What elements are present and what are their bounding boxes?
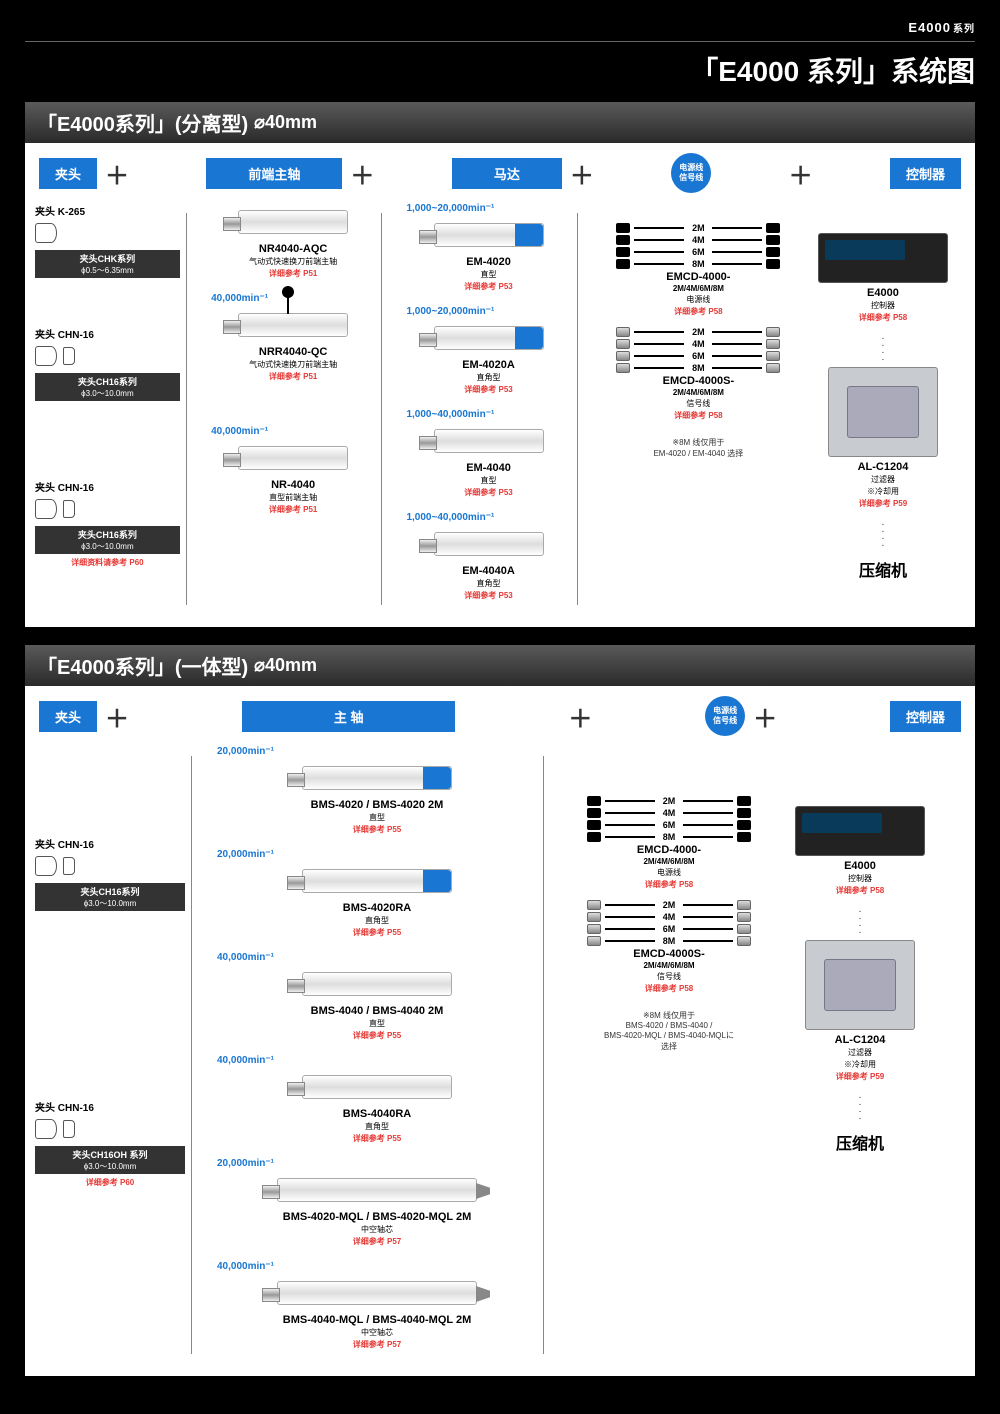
dots-icon: ···· (801, 335, 965, 363)
flow-controller: 控制器 (890, 158, 961, 189)
spindle-item: 20,000min⁻¹ BMS-4020-MQL / BMS-4020-MQL … (217, 1158, 537, 1247)
cable-item: 4M (569, 808, 769, 818)
cable-item: 8M (569, 936, 769, 946)
flow-cable: 电源线 信号线 (705, 696, 745, 736)
cable-item: 4M (602, 339, 795, 349)
chuck-icon (35, 856, 57, 876)
spindle-item: 40,000min⁻¹ BMS-4040-MQL / BMS-4040-MQL … (217, 1261, 537, 1350)
dots-icon: ···· (775, 908, 945, 936)
controller-item: E4000 控制器 详细参考 P58 (801, 233, 965, 323)
section-integrated-type: 「E4000系列」(一体型)⌀40mm 夹头 ＋ 主 轴 ＋ 电源线 信号线 ＋… (25, 645, 975, 1376)
cable-item: 6M (602, 351, 795, 361)
chuck-item: 夹头 CHN-16 夹头CH16系列ϕ3.0～10.0mm 详细资料请参考 P6… (35, 479, 180, 568)
controller-icon (818, 233, 948, 283)
flow-motor: 马达 (452, 158, 562, 189)
motor-item: 1,000~20,000min⁻¹ EM-4020 直型 详细参考 P53 (406, 203, 570, 292)
flow-spindle: 前端主轴 (206, 158, 342, 189)
spindle-item: 40,000min⁻¹ NR-4040 直型前端主轴 详细参考 P51 (211, 426, 375, 515)
filter-icon (828, 367, 938, 457)
controller-column: E4000 控制器 详细参考 P58 ···· AL-C1204 过滤器 ※冷却… (801, 203, 965, 615)
section1-header: 「E4000系列」(分离型)⌀40mm (25, 102, 975, 143)
controller-column: E4000 控制器 详细参考 P58 ···· AL-C1204 过滤器 ※冷却… (775, 746, 945, 1364)
brand-label: E4000系列 (25, 20, 975, 35)
cable-item: 8M (602, 363, 795, 373)
spindle-item: 20,000min⁻¹ BMS-4020 / BMS-4020 2M 直型 详细… (217, 746, 537, 835)
cable-item: 8M (569, 832, 769, 842)
section1-flow: 夹头 ＋ 前端主轴 ＋ 马达 ＋ 电源线 信号线 ＋ 控制器 (25, 143, 975, 199)
chuck-item: 夹头 CHN-16 夹头CH16系列ϕ3.0～10.0mm (35, 326, 180, 401)
flow-controller: 控制器 (890, 701, 961, 732)
flow-chuck: 夹头 (39, 701, 97, 732)
cable-column: 2M 4M 6M 8M EMCD-4000- 2M/4M/6M/8M 电源线 详… (602, 203, 795, 615)
spindle-item: 20,000min⁻¹ BMS-4020RA 直角型 详细参考 P55 (217, 849, 537, 938)
flow-chuck: 夹头 (39, 158, 97, 189)
chuck-icon (35, 223, 57, 243)
cable-note: ※8M 线仅用于 BMS-4020 / BMS-4040 / BMS-4020-… (569, 1010, 769, 1052)
chuck-item: 夹头 CHN-16 夹头CH16OH 系列ϕ3.0～10.0mm 详细参考 P6… (35, 1099, 185, 1188)
motor-item: 1,000~20,000min⁻¹ EM-4020A 直角型 详细参考 P53 (406, 306, 570, 395)
spindle-item: 40,000min⁻¹ BMS-4040 / BMS-4040 2M 直型 详细… (217, 952, 537, 1041)
page-title: 「E4000 系列」系统图 (25, 41, 975, 90)
plus-icon: ＋ (568, 156, 596, 191)
flow-spindle: 主 轴 (242, 701, 456, 732)
cable-item: 4M (602, 235, 795, 245)
filter-item: AL-C1204 过滤器 ※冷却用 详细参考 P59 (775, 940, 945, 1082)
motor-item: 1,000~40,000min⁻¹ EM-4040 直型 详细参考 P53 (406, 409, 570, 498)
plus-icon: ＋ (348, 156, 376, 191)
dots-icon: ···· (775, 1094, 945, 1122)
cable-item: 4M (569, 912, 769, 922)
compressor-label: 压缩机 (775, 1130, 945, 1154)
section-separate-type: 「E4000系列」(分离型)⌀40mm 夹头 ＋ 前端主轴 ＋ 马达 ＋ 电源线… (25, 102, 975, 627)
spindle-column: NR4040-AQC 气动式快速换刀前端主轴 详细参考 P51 40,000mi… (211, 203, 375, 615)
spindle-column: 20,000min⁻¹ BMS-4020 / BMS-4020 2M 直型 详细… (217, 746, 537, 1364)
collet-icon (63, 500, 75, 518)
collet-icon (63, 857, 75, 875)
plus-icon: ＋ (103, 156, 131, 191)
spindle-item: 40,000min⁻¹ BMS-4040RA 直角型 详细参考 P55 (217, 1055, 537, 1144)
cable-note: ※8M 线仅用于 EM-4020 / EM-4040 选择 (602, 437, 795, 459)
controller-icon (795, 806, 925, 856)
chuck-icon (35, 499, 57, 519)
plus-icon: ＋ (787, 156, 815, 191)
spindle-item: NR4040-AQC 气动式快速换刀前端主轴 详细参考 P51 (211, 203, 375, 279)
chuck-column: 夹头 CHN-16 夹头CH16系列ϕ3.0～10.0mm 夹头 CHN-16 … (35, 746, 185, 1364)
motor-item: 1,000~40,000min⁻¹ EM-4040A 直角型 详细参考 P53 (406, 512, 570, 601)
section2-header: 「E4000系列」(一体型)⌀40mm (25, 645, 975, 686)
plus-icon: ＋ (103, 699, 131, 734)
cable-item: 2M (569, 796, 769, 806)
chuck-icon (35, 346, 57, 366)
chuck-column: 夹头 K-265 夹头CHK系列ϕ0.5～6.35mm 夹头 CHN-16 夹头… (35, 203, 180, 615)
cable-item: 6M (602, 247, 795, 257)
cable-item: 2M (602, 327, 795, 337)
cable-item: 2M (569, 900, 769, 910)
section2-flow: 夹头 ＋ 主 轴 ＋ 电源线 信号线 ＋ 控制器 (25, 686, 975, 742)
chuck-item: 夹头 CHN-16 夹头CH16系列ϕ3.0～10.0mm (35, 836, 185, 911)
cable-column: 2M 4M 6M 8M EMCD-4000- 2M/4M/6M/8M 电源线 详… (569, 746, 769, 1364)
chuck-item: 夹头 K-265 夹头CHK系列ϕ0.5～6.35mm (35, 203, 180, 278)
controller-item: E4000 控制器 详细参考 P58 (775, 806, 945, 896)
cable-item: 8M (602, 259, 795, 269)
filter-icon (805, 940, 915, 1030)
chuck-icon (35, 1119, 57, 1139)
cable-item: 6M (569, 924, 769, 934)
spindle-item: 40,000min⁻¹ NRR4040-QC 气动式快速换刀前端主轴 详细参考 … (211, 293, 375, 382)
flow-cable: 电源线 信号线 (671, 153, 711, 193)
motor-column: 1,000~20,000min⁻¹ EM-4020 直型 详细参考 P53 1,… (406, 203, 570, 615)
plus-icon: ＋ (751, 699, 779, 734)
cable-item: 2M (602, 223, 795, 233)
filter-item: AL-C1204 过滤器 ※冷却用 详细参考 P59 (801, 367, 965, 509)
collet-icon (63, 1120, 75, 1138)
dots-icon: ···· (801, 521, 965, 549)
collet-icon (63, 347, 75, 365)
plus-icon: ＋ (566, 699, 594, 734)
compressor-label: 压缩机 (801, 557, 965, 581)
cable-item: 6M (569, 820, 769, 830)
